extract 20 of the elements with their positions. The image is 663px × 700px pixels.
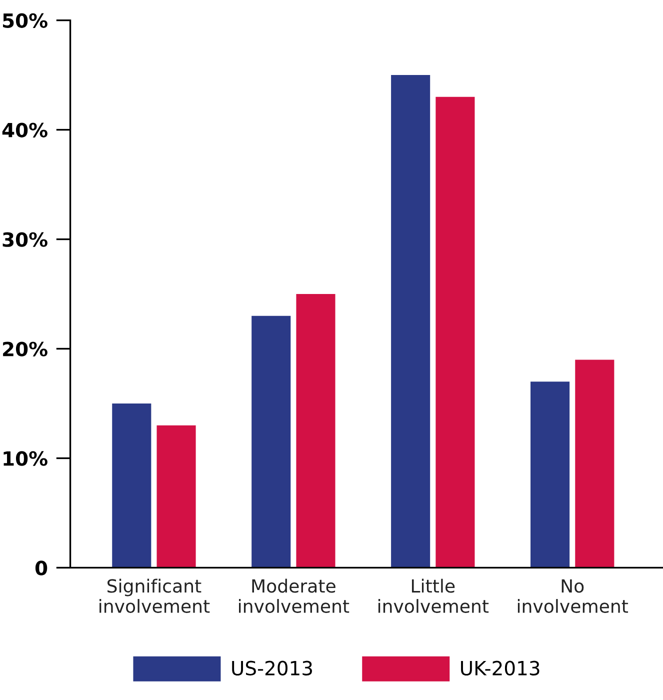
legend-label: US-2013 (232, 660, 312, 676)
bar (156, 425, 196, 568)
bar (530, 382, 570, 568)
bar (112, 403, 152, 568)
bar (575, 360, 614, 568)
x-tick-label: Moderate involvement (239, 578, 350, 614)
x-tick-label: No involvement (518, 579, 628, 614)
y-tick-label: 40% (2, 122, 48, 138)
y-tick-label: 0 (35, 560, 48, 576)
legend-label: UK-2013 (461, 660, 540, 676)
y-tick-label: 30% (2, 232, 48, 247)
y-tick-label: 20% (3, 342, 48, 356)
y-tick-label: 10% (4, 451, 48, 466)
y-tick-label: 50% (3, 13, 48, 28)
bar (391, 75, 430, 568)
bar (296, 294, 336, 568)
bar (252, 316, 291, 568)
x-tick-label: Significant involvement (100, 578, 210, 614)
x-tick-label: Little involvement (378, 578, 489, 614)
bar (436, 96, 475, 568)
